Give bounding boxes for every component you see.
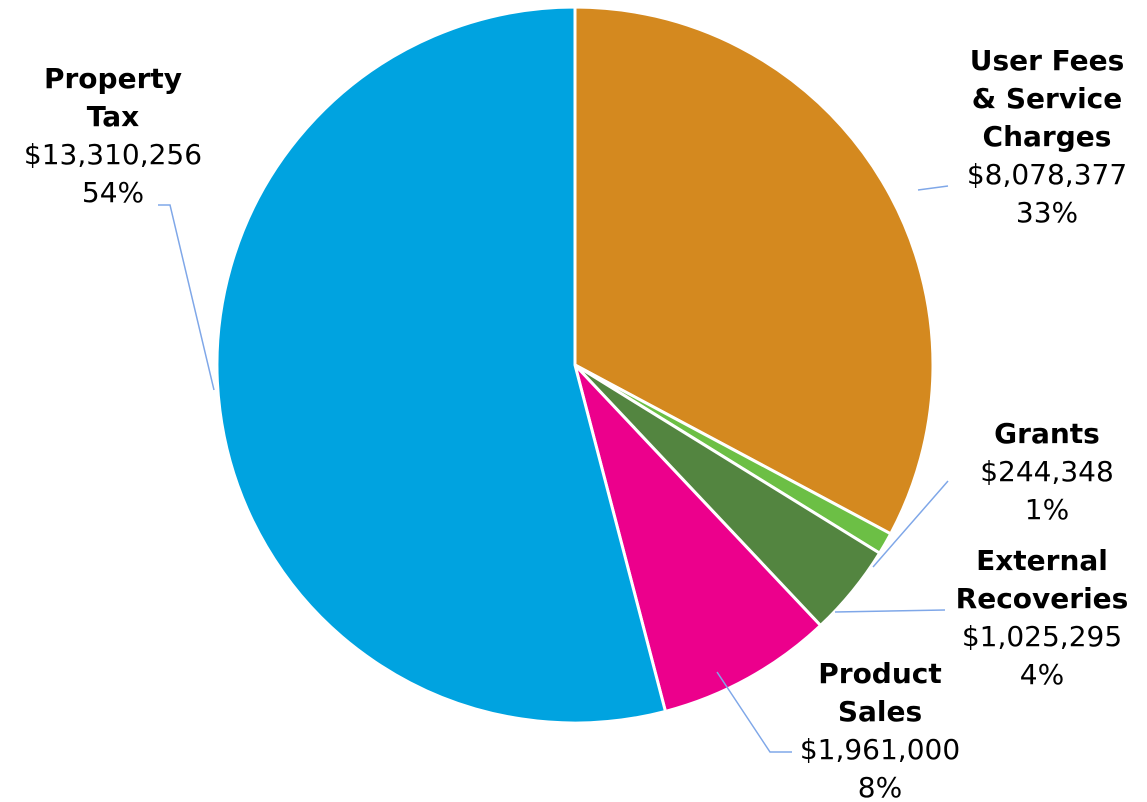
- slice-percent-label: 8%: [858, 771, 902, 802]
- data-label: Grants $244,348 1%: [980, 417, 1114, 526]
- pie-slice-product-sales: [573, 363, 823, 713]
- slice-name-label: Charges: [983, 120, 1112, 153]
- slice-value-label: $1,961,000: [800, 733, 960, 766]
- slice-name-label: Tax: [87, 100, 139, 133]
- data-label: External Recoveries $1,025,295 4%: [956, 544, 1129, 691]
- slice-name-label: External: [976, 544, 1108, 577]
- slice-percent-label: 54%: [82, 176, 144, 209]
- slice-name-label: User Fees: [970, 44, 1125, 77]
- slice-value-label: $8,078,377: [967, 158, 1127, 191]
- slice-name-label: Property: [44, 62, 182, 95]
- slice-name-label: Sales: [838, 695, 922, 728]
- slice-name-label: Product: [818, 657, 942, 690]
- leader-line: [917, 185, 949, 191]
- data-label: Product Sales $1,961,000 8%: [800, 657, 960, 802]
- slice-name-label: Recoveries: [956, 582, 1129, 615]
- slice-percent-label: 4%: [1020, 658, 1064, 691]
- leader-line: [872, 480, 949, 568]
- slice-name-label: & Service: [972, 82, 1123, 115]
- slice-value-label: $1,025,295: [962, 620, 1122, 653]
- slice-value-label: $13,310,256: [24, 138, 202, 171]
- slice-name-label: Grants: [994, 417, 1100, 450]
- leader-line: [716, 671, 792, 753]
- data-labels: User Fees & Service Charges $8,078,377 33% Gr…: [24, 44, 1128, 802]
- pie-slice-property-tax: [215, 5, 667, 725]
- data-label: User Fees & Service Charges $8,078,377 33%: [967, 44, 1127, 229]
- pie-slices: [215, 5, 935, 725]
- slice-percent-label: 33%: [1016, 196, 1078, 229]
- slice-value-label: $244,348: [980, 455, 1114, 488]
- data-label: Property Tax $13,310,256 54%: [24, 62, 202, 209]
- leader-line: [158, 204, 215, 391]
- pie-slice-user-fees-service-charges: [573, 5, 935, 536]
- slice-percent-label: 1%: [1025, 493, 1069, 526]
- leader-lines: [158, 185, 949, 753]
- leader-line: [834, 609, 946, 613]
